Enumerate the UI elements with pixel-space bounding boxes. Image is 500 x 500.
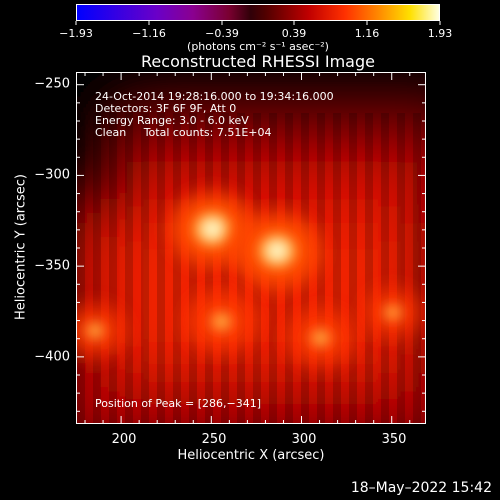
y-tick-label: −250 (34, 76, 70, 92)
source-core (188, 207, 237, 252)
image-plot: 24-Oct-2014 19:28:16.000 to 19:34:16.000… (76, 72, 426, 424)
x-tick-label: 200 (111, 432, 137, 447)
x-tick-label: 300 (291, 432, 317, 447)
source-core (80, 317, 110, 344)
colorbar-tick-label: 1.93 (427, 27, 453, 40)
plot-title: Reconstructed RHESSI Image (141, 52, 375, 71)
y-tick-label: −400 (34, 349, 70, 365)
colorbar-tick-label: −1.16 (132, 27, 166, 40)
colorbar-tick-label: −1.93 (59, 27, 93, 40)
x-tick-label: 250 (201, 432, 227, 447)
source-core (204, 306, 238, 337)
emission-sources (77, 192, 423, 367)
source-core (379, 300, 407, 325)
peak-position-annotation: Position of Peak = [286,−341] (95, 397, 262, 410)
footer-date: 18–May–2022 15:42 (350, 480, 492, 496)
colorbar-tick-label: 1.16 (354, 27, 380, 40)
y-tick-label: −350 (34, 258, 70, 274)
source-core (253, 228, 302, 273)
source-core (305, 323, 337, 352)
energy-range-annotation: Energy Range: 3.0 - 6.0 keV (95, 114, 249, 127)
x-tick-label: 350 (381, 432, 407, 447)
y-tick-label: −300 (34, 167, 70, 183)
flux-image (77, 73, 425, 423)
time-range-annotation: 24-Oct-2014 19:28:16.000 to 19:34:16.000 (95, 90, 334, 103)
colorbar-tick-label: −0.39 (205, 27, 239, 40)
colorbar-tick-label: 0.39 (281, 27, 307, 40)
clean-counts-annotation: Clean Total counts: 7.51E+04 (95, 126, 272, 139)
colorbar-unit-label: (photons cm⁻² s⁻¹ asec⁻²) (187, 40, 329, 53)
detectors-annotation: Detectors: 3F 6F 9F, Att 0 (95, 102, 237, 115)
x-axis-label: Heliocentric X (arcsec) (177, 448, 325, 463)
y-axis-label: Heliocentric Y (arcsec) (13, 174, 29, 320)
colorbar (76, 4, 440, 21)
